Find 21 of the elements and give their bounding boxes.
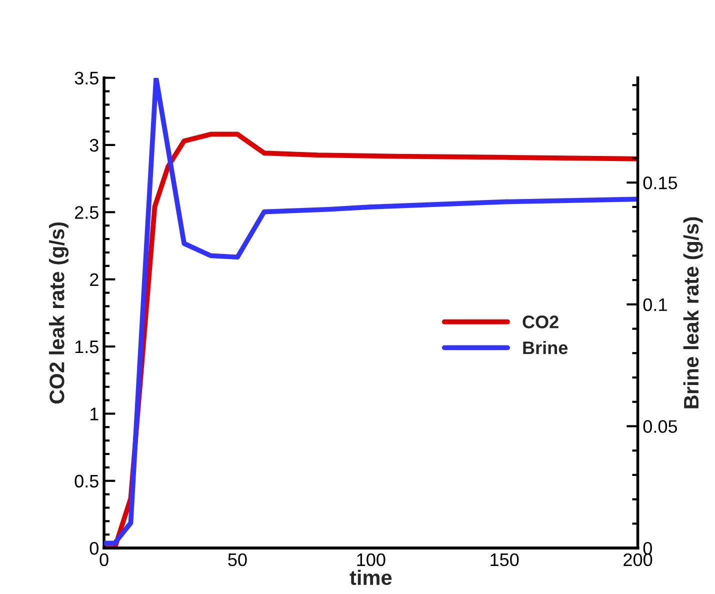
legend-label: CO2 <box>522 316 558 328</box>
y-tick-label: 2.5 <box>74 206 98 219</box>
x-tick-label: 150 <box>490 553 519 566</box>
x-tick-label: 50 <box>228 553 247 566</box>
y-tick-label: 0 <box>90 542 98 555</box>
x-tick-label: 100 <box>357 553 386 566</box>
x-axis-title: time <box>350 570 392 586</box>
y2-tick-label: 0.1 <box>643 298 667 312</box>
legend-label: Brine <box>523 340 568 354</box>
y-tick-label: 1.5 <box>75 340 98 354</box>
y-tick-label: 1 <box>90 408 98 420</box>
y-tick-label: 0.5 <box>74 474 98 488</box>
y2-tick-label: 0.15 <box>643 176 678 190</box>
x-tick-label: 0 <box>100 553 108 566</box>
y-axis-title: CO2 leak rate (g/s) <box>49 222 69 404</box>
y-tick-label: 3.5 <box>74 72 98 85</box>
y2-tick-label: 0.05 <box>643 420 678 433</box>
y-tick-label: 3 <box>90 138 98 152</box>
y-tick-label: 2 <box>90 273 98 286</box>
y2-axis-title: Brine leak rate (g/s) <box>683 217 703 408</box>
x-tick-label: 200 <box>624 553 652 566</box>
